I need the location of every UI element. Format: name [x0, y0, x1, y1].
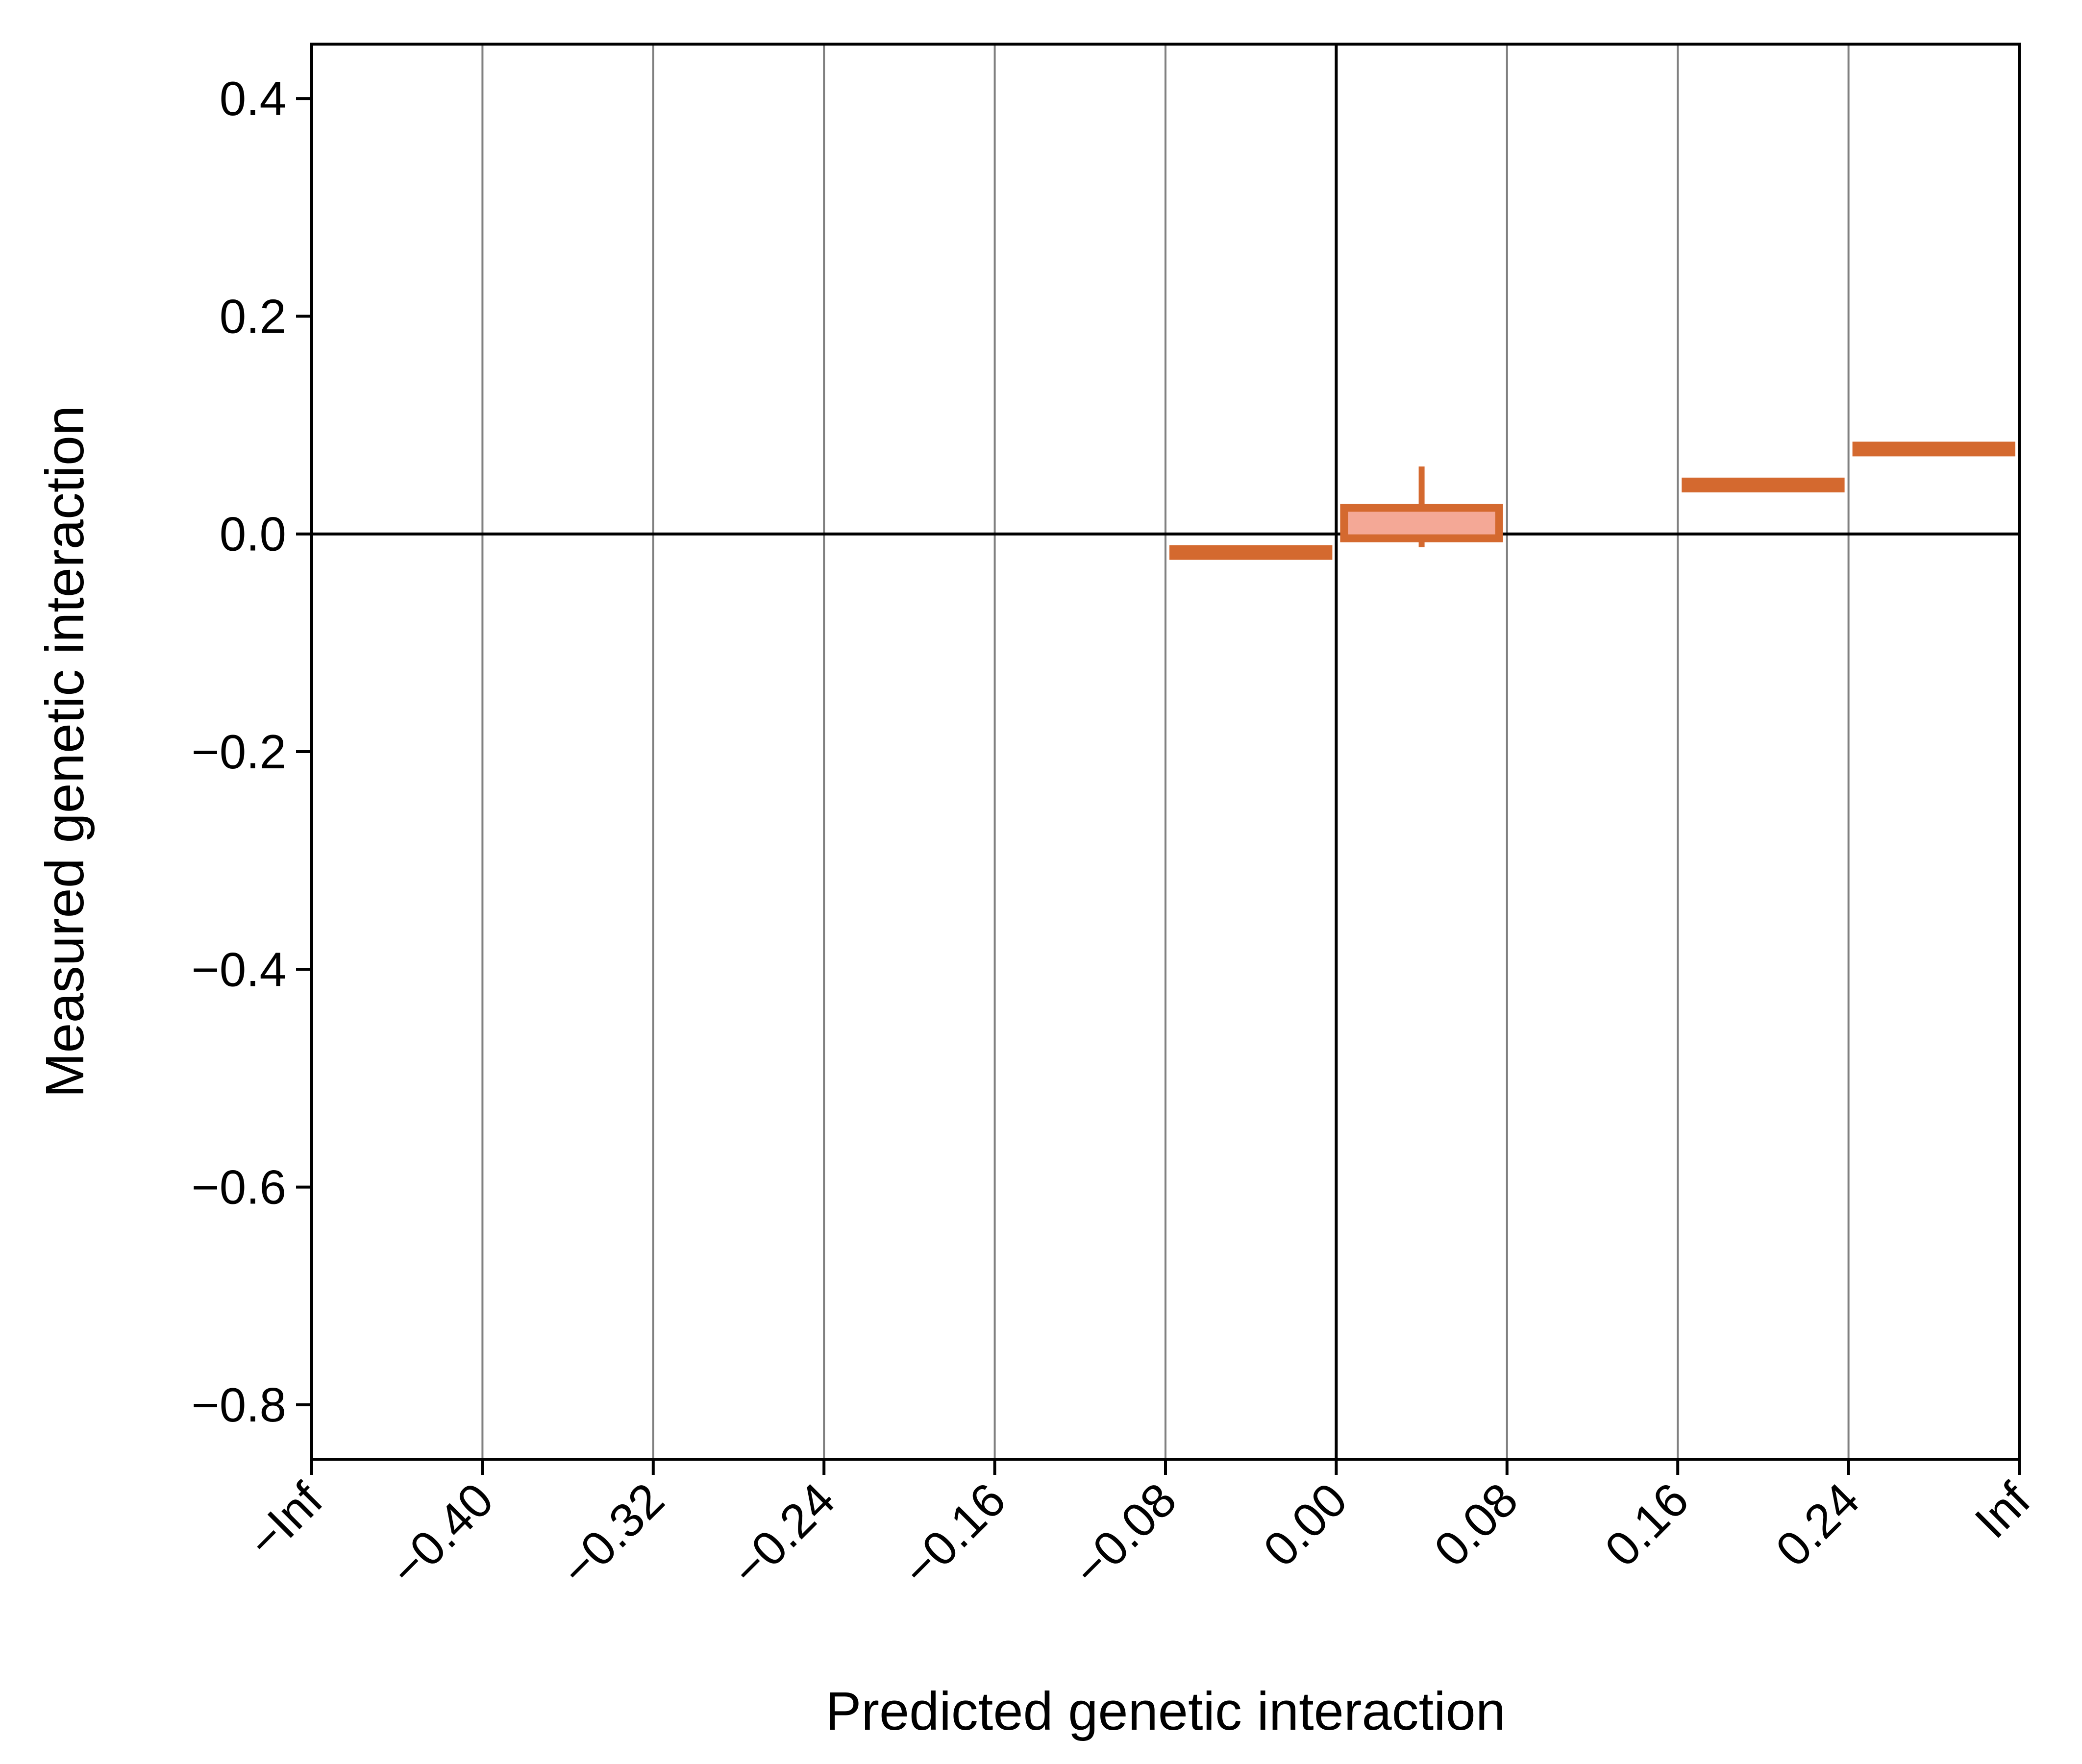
- y-tick-label: 0.2: [220, 289, 286, 343]
- x-tick-label: 0.24: [1765, 1472, 1870, 1577]
- y-tick-label: −0.4: [192, 942, 286, 996]
- y-tick-label: −0.6: [192, 1160, 286, 1214]
- y-axis-label: Measured genetic interaction: [35, 406, 95, 1098]
- y-tick-label: 0.4: [220, 72, 286, 125]
- x-tick-label: −Inf: [237, 1472, 333, 1568]
- x-tick-label: 0.00: [1253, 1472, 1358, 1577]
- y-tick-label: 0.0: [220, 507, 286, 561]
- x-axis-label: Predicted genetic interaction: [825, 1681, 1506, 1741]
- x-tick-label: Inf: [1964, 1472, 2040, 1548]
- x-tick-label: −0.16: [892, 1472, 1016, 1596]
- x-tick-label: −0.40: [379, 1472, 503, 1596]
- box-series: [1169, 441, 2015, 560]
- y-tick-label: −0.2: [192, 725, 286, 779]
- x-tick-label: −0.32: [550, 1472, 674, 1596]
- grid-lines: [481, 44, 1850, 1459]
- box-body: [1340, 504, 1503, 542]
- box-group: [1340, 466, 1503, 547]
- x-tick-label: 0.16: [1594, 1472, 1699, 1577]
- y-axis: 0.4 0.2 0.0 −0.2 −0.4 −0.6 −0.8: [192, 72, 312, 1432]
- reference-lines: [312, 44, 2019, 1459]
- x-axis: −Inf −0.40 −0.32 −0.24 −0.16 −0.08 0.00 0.08 0.1…: [237, 1459, 2040, 1596]
- y-tick-label: −0.8: [192, 1378, 286, 1432]
- x-tick-label: −0.08: [1063, 1472, 1187, 1596]
- x-tick-label: −0.24: [721, 1472, 845, 1596]
- x-tick-label: 0.08: [1424, 1472, 1528, 1577]
